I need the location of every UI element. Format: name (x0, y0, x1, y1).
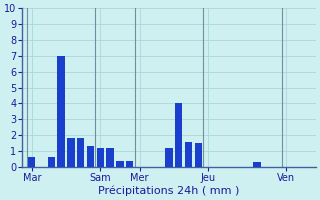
Bar (48, 157, 55, 167)
Bar (97, 148, 104, 167)
X-axis label: Précipitations 24h ( mm ): Précipitations 24h ( mm ) (98, 185, 240, 196)
Bar (175, 103, 182, 167)
Bar (28, 157, 36, 167)
Bar (107, 148, 114, 167)
Bar (195, 143, 202, 167)
Bar (253, 162, 261, 167)
Bar (87, 146, 94, 167)
Bar (185, 142, 192, 167)
Bar (77, 138, 84, 167)
Bar (165, 148, 172, 167)
Bar (67, 138, 75, 167)
Bar (116, 161, 124, 167)
Bar (58, 56, 65, 167)
Bar (126, 161, 133, 167)
